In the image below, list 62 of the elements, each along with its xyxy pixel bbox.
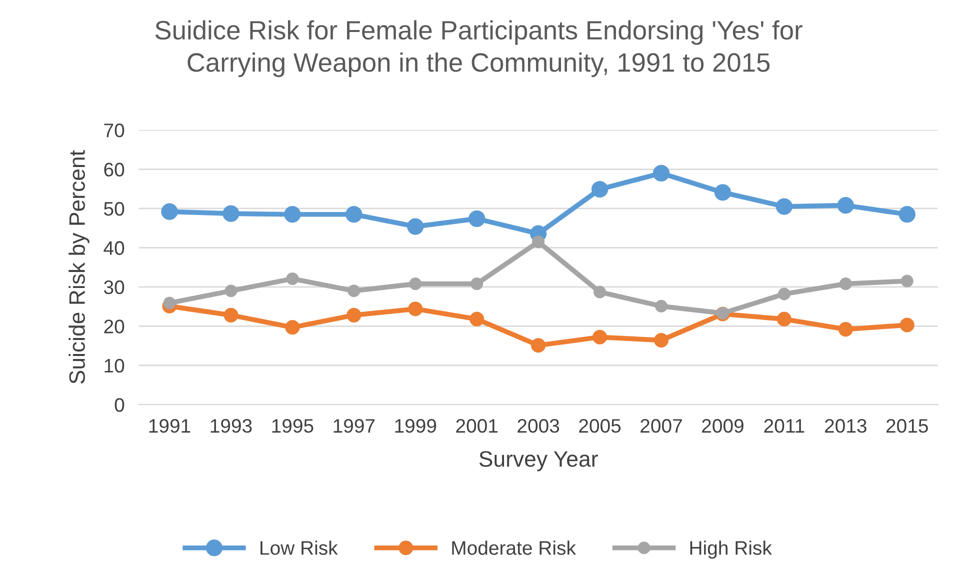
point (531, 338, 546, 353)
x-tick-label: 2001 (456, 419, 498, 433)
x-tick-label: 1991 (149, 419, 190, 433)
x-tick-label: 1995 (272, 419, 314, 433)
y-tick-label: 40 (104, 241, 124, 255)
y-tick-label: 60 (104, 162, 124, 177)
point (284, 206, 301, 223)
x-tick-label: 2013 (825, 419, 866, 433)
legend-label: Low Risk (260, 540, 338, 555)
chart-title: Suidice Risk for Female Participants Endorsing 'Yes' for Carrying Weapon in the Community, 1991 to 2015 (155, 20, 802, 78)
y-tick-label: 70 (104, 124, 124, 138)
y-tick-label: 20 (104, 320, 124, 334)
point (898, 206, 916, 223)
x-axis-title: Survey Year (479, 451, 598, 472)
point (837, 197, 854, 214)
y-tick-label: 10 (104, 358, 124, 373)
x-tick-label: 2003 (518, 419, 560, 433)
point (409, 278, 422, 290)
point (592, 330, 608, 344)
y-axis-title: Suicide Risk by Percent (68, 150, 90, 384)
point (286, 272, 299, 285)
point (285, 320, 300, 335)
x-tick-label: 2005 (579, 419, 621, 433)
x-tick-label: 2015 (886, 419, 928, 433)
point (776, 312, 792, 326)
point (224, 308, 238, 322)
point (407, 218, 424, 235)
legend-label: High Risk (690, 540, 772, 559)
legend-label: Moderate Risk (452, 540, 576, 555)
point (408, 302, 423, 316)
point (714, 184, 732, 201)
y-tick-label: 50 (104, 202, 124, 216)
point (161, 203, 178, 220)
x-tick-label: 2011 (764, 419, 804, 433)
x-tick-label: 1999 (395, 419, 436, 433)
point (900, 318, 914, 332)
point (532, 236, 545, 248)
point (838, 322, 853, 337)
x-tick-label: 2009 (702, 419, 744, 433)
point (594, 286, 606, 298)
point (776, 198, 793, 215)
y-tick-label: 0 (114, 398, 124, 412)
y-tick-label: 30 (104, 280, 124, 294)
point (470, 278, 484, 290)
point (591, 180, 608, 198)
point (654, 332, 669, 348)
point (348, 284, 360, 298)
point (222, 205, 240, 222)
point (470, 312, 484, 326)
point (224, 284, 238, 298)
point (652, 164, 670, 182)
point (655, 300, 668, 312)
point (346, 308, 362, 322)
point (468, 210, 486, 228)
point (163, 296, 176, 310)
x-tick-label: 1997 (334, 419, 375, 433)
x-tick-label: 2007 (640, 419, 682, 433)
point (839, 278, 852, 290)
x-tick-label: 1993 (210, 419, 252, 433)
point (778, 288, 790, 300)
point (346, 206, 362, 223)
point (900, 274, 914, 288)
